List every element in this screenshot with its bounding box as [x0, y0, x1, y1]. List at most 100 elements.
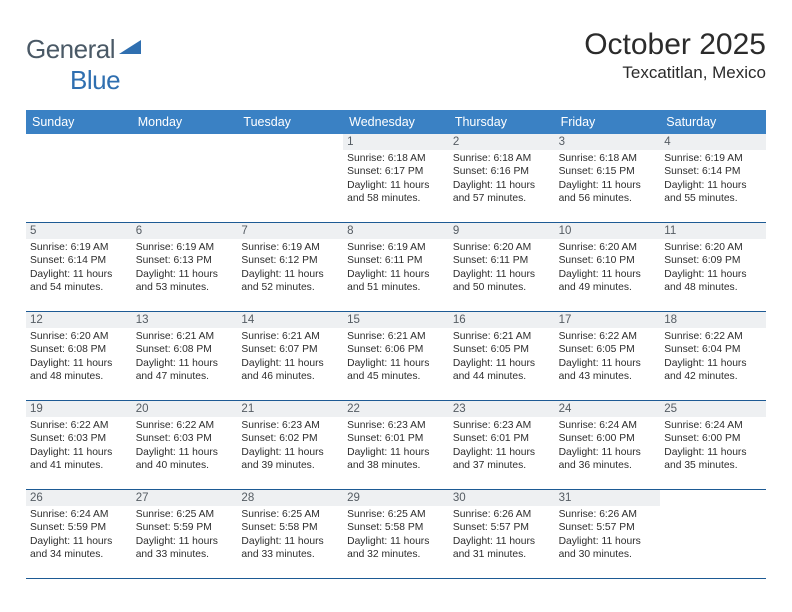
- day-daylight1: Daylight: 11 hours: [347, 535, 445, 548]
- day-number: 12: [26, 312, 132, 328]
- day-daylight1: Daylight: 11 hours: [347, 357, 445, 370]
- day-number: 23: [449, 401, 555, 417]
- day-cell: 19Sunrise: 6:22 AMSunset: 6:03 PMDayligh…: [26, 401, 132, 489]
- day-daylight1: Daylight: 11 hours: [136, 535, 234, 548]
- day-cell: 3Sunrise: 6:18 AMSunset: 6:15 PMDaylight…: [555, 134, 661, 222]
- day-sunset: Sunset: 5:57 PM: [559, 521, 657, 534]
- day-sunrise: Sunrise: 6:19 AM: [30, 241, 128, 254]
- day-daylight1: Daylight: 11 hours: [664, 179, 762, 192]
- week-row: 5Sunrise: 6:19 AMSunset: 6:14 PMDaylight…: [26, 223, 766, 312]
- day-daylight2: and 53 minutes.: [136, 281, 234, 294]
- day-body: Sunrise: 6:19 AMSunset: 6:13 PMDaylight:…: [132, 239, 238, 299]
- day-cell: 6Sunrise: 6:19 AMSunset: 6:13 PMDaylight…: [132, 223, 238, 311]
- day-cell: 11Sunrise: 6:20 AMSunset: 6:09 PMDayligh…: [660, 223, 766, 311]
- day-number: 27: [132, 490, 238, 506]
- day-body: Sunrise: 6:18 AMSunset: 6:15 PMDaylight:…: [555, 150, 661, 210]
- day-sunrise: Sunrise: 6:22 AM: [136, 419, 234, 432]
- day-number: 6: [132, 223, 238, 239]
- weeks-container: ...1Sunrise: 6:18 AMSunset: 6:17 PMDayli…: [26, 134, 766, 579]
- day-daylight2: and 52 minutes.: [241, 281, 339, 294]
- day-sunrise: Sunrise: 6:21 AM: [136, 330, 234, 343]
- location-label: Texcatitlan, Mexico: [584, 63, 766, 83]
- day-cell: 10Sunrise: 6:20 AMSunset: 6:10 PMDayligh…: [555, 223, 661, 311]
- day-cell: 7Sunrise: 6:19 AMSunset: 6:12 PMDaylight…: [237, 223, 343, 311]
- day-sunset: Sunset: 6:01 PM: [453, 432, 551, 445]
- day-sunset: Sunset: 6:15 PM: [559, 165, 657, 178]
- day-body: Sunrise: 6:23 AMSunset: 6:01 PMDaylight:…: [449, 417, 555, 477]
- brand-logo: General: [26, 28, 143, 65]
- day-cell: 1Sunrise: 6:18 AMSunset: 6:17 PMDaylight…: [343, 134, 449, 222]
- day-number: 18: [660, 312, 766, 328]
- day-cell: 16Sunrise: 6:21 AMSunset: 6:05 PMDayligh…: [449, 312, 555, 400]
- day-daylight2: and 45 minutes.: [347, 370, 445, 383]
- day-sunrise: Sunrise: 6:20 AM: [664, 241, 762, 254]
- day-body: Sunrise: 6:20 AMSunset: 6:11 PMDaylight:…: [449, 239, 555, 299]
- day-body: Sunrise: 6:24 AMSunset: 5:59 PMDaylight:…: [26, 506, 132, 566]
- day-cell: 18Sunrise: 6:22 AMSunset: 6:04 PMDayligh…: [660, 312, 766, 400]
- day-sunrise: Sunrise: 6:24 AM: [559, 419, 657, 432]
- day-body: Sunrise: 6:19 AMSunset: 6:14 PMDaylight:…: [26, 239, 132, 299]
- day-cell: 12Sunrise: 6:20 AMSunset: 6:08 PMDayligh…: [26, 312, 132, 400]
- day-cell: 29Sunrise: 6:25 AMSunset: 5:58 PMDayligh…: [343, 490, 449, 578]
- day-body: Sunrise: 6:21 AMSunset: 6:06 PMDaylight:…: [343, 328, 449, 388]
- day-sunset: Sunset: 6:08 PM: [136, 343, 234, 356]
- day-daylight1: Daylight: 11 hours: [241, 357, 339, 370]
- day-body: Sunrise: 6:18 AMSunset: 6:16 PMDaylight:…: [449, 150, 555, 210]
- day-sunset: Sunset: 6:10 PM: [559, 254, 657, 267]
- day-body: Sunrise: 6:23 AMSunset: 6:02 PMDaylight:…: [237, 417, 343, 477]
- day-body: Sunrise: 6:25 AMSunset: 5:58 PMDaylight:…: [237, 506, 343, 566]
- day-cell: 24Sunrise: 6:24 AMSunset: 6:00 PMDayligh…: [555, 401, 661, 489]
- day-daylight2: and 40 minutes.: [136, 459, 234, 472]
- day-sunset: Sunset: 6:08 PM: [30, 343, 128, 356]
- title-block: October 2025 Texcatitlan, Mexico: [584, 28, 766, 83]
- day-daylight2: and 30 minutes.: [559, 548, 657, 561]
- day-body: Sunrise: 6:19 AMSunset: 6:11 PMDaylight:…: [343, 239, 449, 299]
- week-row: ...1Sunrise: 6:18 AMSunset: 6:17 PMDayli…: [26, 134, 766, 223]
- day-daylight2: and 56 minutes.: [559, 192, 657, 205]
- brand-part2: Blue: [70, 65, 120, 95]
- weekday-tue: Tuesday: [237, 110, 343, 134]
- day-daylight1: Daylight: 11 hours: [453, 179, 551, 192]
- day-number: 19: [26, 401, 132, 417]
- day-cell: 28Sunrise: 6:25 AMSunset: 5:58 PMDayligh…: [237, 490, 343, 578]
- day-daylight2: and 47 minutes.: [136, 370, 234, 383]
- day-number: 21: [237, 401, 343, 417]
- day-body: Sunrise: 6:19 AMSunset: 6:12 PMDaylight:…: [237, 239, 343, 299]
- day-sunset: Sunset: 6:06 PM: [347, 343, 445, 356]
- day-body: Sunrise: 6:24 AMSunset: 6:00 PMDaylight:…: [555, 417, 661, 477]
- day-body: Sunrise: 6:24 AMSunset: 6:00 PMDaylight:…: [660, 417, 766, 477]
- day-daylight2: and 42 minutes.: [664, 370, 762, 383]
- day-cell: 13Sunrise: 6:21 AMSunset: 6:08 PMDayligh…: [132, 312, 238, 400]
- day-sunrise: Sunrise: 6:19 AM: [136, 241, 234, 254]
- day-sunrise: Sunrise: 6:18 AM: [347, 152, 445, 165]
- day-sunset: Sunset: 6:00 PM: [664, 432, 762, 445]
- day-sunset: Sunset: 6:05 PM: [453, 343, 551, 356]
- day-body: Sunrise: 6:21 AMSunset: 6:07 PMDaylight:…: [237, 328, 343, 388]
- day-body: Sunrise: 6:22 AMSunset: 6:04 PMDaylight:…: [660, 328, 766, 388]
- day-body: Sunrise: 6:25 AMSunset: 5:59 PMDaylight:…: [132, 506, 238, 566]
- day-body: Sunrise: 6:19 AMSunset: 6:14 PMDaylight:…: [660, 150, 766, 210]
- day-cell: 26Sunrise: 6:24 AMSunset: 5:59 PMDayligh…: [26, 490, 132, 578]
- weekday-thu: Thursday: [449, 110, 555, 134]
- day-body: Sunrise: 6:20 AMSunset: 6:08 PMDaylight:…: [26, 328, 132, 388]
- day-daylight1: Daylight: 11 hours: [30, 446, 128, 459]
- week-row: 19Sunrise: 6:22 AMSunset: 6:03 PMDayligh…: [26, 401, 766, 490]
- day-sunset: Sunset: 5:59 PM: [30, 521, 128, 534]
- day-body: Sunrise: 6:25 AMSunset: 5:58 PMDaylight:…: [343, 506, 449, 566]
- empty-day-cell: .: [660, 490, 766, 578]
- day-daylight1: Daylight: 11 hours: [559, 268, 657, 281]
- day-sunrise: Sunrise: 6:20 AM: [453, 241, 551, 254]
- day-sunrise: Sunrise: 6:20 AM: [559, 241, 657, 254]
- day-body: Sunrise: 6:23 AMSunset: 6:01 PMDaylight:…: [343, 417, 449, 477]
- day-daylight1: Daylight: 11 hours: [241, 535, 339, 548]
- day-sunrise: Sunrise: 6:22 AM: [30, 419, 128, 432]
- day-daylight1: Daylight: 11 hours: [347, 179, 445, 192]
- day-number: 16: [449, 312, 555, 328]
- day-sunset: Sunset: 6:11 PM: [347, 254, 445, 267]
- day-daylight1: Daylight: 11 hours: [453, 446, 551, 459]
- day-body: Sunrise: 6:22 AMSunset: 6:05 PMDaylight:…: [555, 328, 661, 388]
- day-cell: 17Sunrise: 6:22 AMSunset: 6:05 PMDayligh…: [555, 312, 661, 400]
- day-daylight2: and 51 minutes.: [347, 281, 445, 294]
- day-number: 7: [237, 223, 343, 239]
- day-sunrise: Sunrise: 6:19 AM: [241, 241, 339, 254]
